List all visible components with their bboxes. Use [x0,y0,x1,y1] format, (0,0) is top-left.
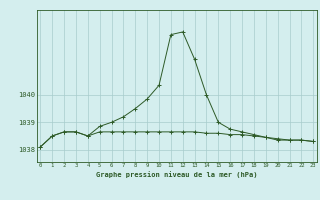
X-axis label: Graphe pression niveau de la mer (hPa): Graphe pression niveau de la mer (hPa) [96,171,258,178]
